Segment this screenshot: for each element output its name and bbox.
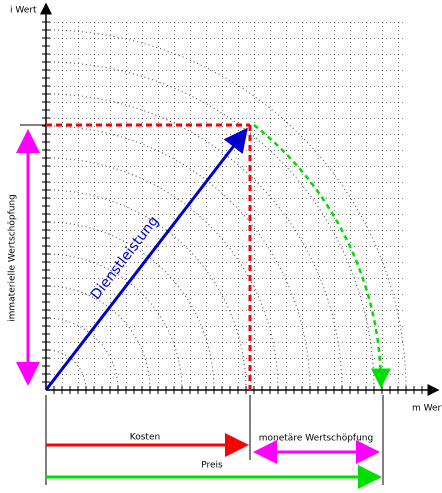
arc — [45, 125, 311, 391]
x-axis-label: m Wert — [412, 404, 442, 414]
bottom-guides — [45, 395, 384, 485]
arc — [45, 253, 183, 391]
y-axis-label: i Wert — [10, 6, 37, 16]
arc — [45, 157, 279, 391]
price-label: Preis — [201, 461, 223, 471]
service-vector — [44, 127, 248, 391]
arc — [45, 61, 375, 391]
grid — [46, 20, 406, 390]
monetary-label: monetäre Wertschöpfung — [259, 434, 373, 444]
arc — [45, 317, 119, 391]
arc — [45, 189, 247, 391]
rotation-arc — [253, 124, 391, 389]
left-arrow-label: immaterielle Wertschöpfung — [8, 194, 18, 322]
arc — [45, 93, 343, 391]
cost-label: Kosten — [130, 433, 160, 443]
arc — [45, 221, 215, 391]
arcs — [45, 29, 407, 391]
